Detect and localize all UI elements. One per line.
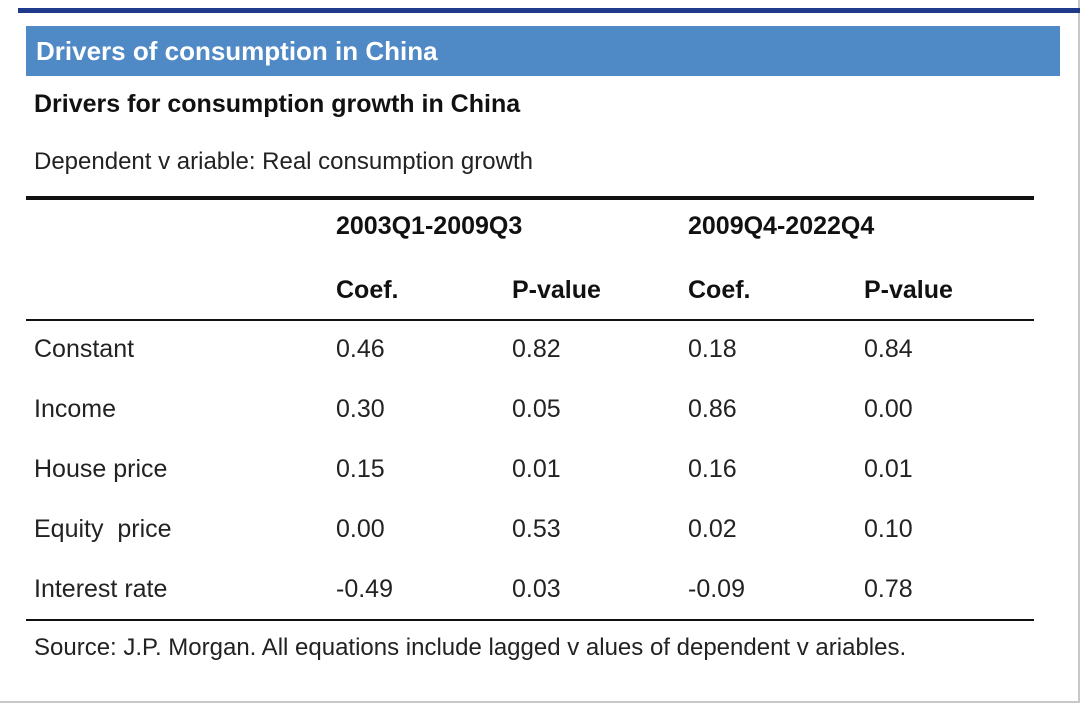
- table-cell: 0.16: [688, 455, 737, 483]
- period-header-2: 2009Q4-2022Q4: [688, 212, 875, 240]
- table-cell: 0.05: [512, 395, 561, 423]
- table-top-rule: [26, 196, 1034, 200]
- period-header-1: 2003Q1-2009Q3: [336, 212, 523, 240]
- table-cell: 0.01: [864, 455, 913, 483]
- table-cell: 0.00: [336, 515, 385, 543]
- row-label-income: Income: [34, 395, 116, 423]
- table-cell: 0.78: [864, 575, 913, 603]
- table-cell: 0.00: [864, 395, 913, 423]
- table-cell: 0.10: [864, 515, 913, 543]
- column-header-pvalue-2: P-value: [864, 276, 953, 304]
- table-cell: 0.01: [512, 455, 561, 483]
- header-bar: Drivers of consumption in China: [26, 26, 1060, 76]
- table-cell: 0.03: [512, 575, 561, 603]
- table-cell: 0.86: [688, 395, 737, 423]
- column-header-pvalue-1: P-value: [512, 276, 601, 304]
- header-divider-rule: [26, 319, 1034, 321]
- source-note: Source: J.P. Morgan. All equations inclu…: [34, 634, 907, 661]
- table-cell: 0.46: [336, 335, 385, 363]
- row-label-equity-price: Equity price: [34, 515, 172, 543]
- row-label-interest-rate: Interest rate: [34, 575, 168, 603]
- column-header-coef-1: Coef.: [336, 276, 399, 304]
- top-rule: [18, 8, 1080, 13]
- table-bottom-rule: [26, 619, 1034, 621]
- table-cell: 0.15: [336, 455, 385, 483]
- table-cell: 0.18: [688, 335, 737, 363]
- dependent-variable-note: Dependent v ariable: Real consumption gr…: [34, 148, 533, 175]
- table-cell: 0.30: [336, 395, 385, 423]
- table-cell: 0.82: [512, 335, 561, 363]
- table-cell: -0.09: [688, 575, 745, 603]
- row-label-house-price: House price: [34, 455, 168, 483]
- table-title: Drivers for consumption growth in China: [34, 90, 521, 118]
- table-cell: 0.53: [512, 515, 561, 543]
- table-cell: 0.84: [864, 335, 913, 363]
- row-label-constant: Constant: [34, 335, 135, 363]
- table-cell: -0.49: [336, 575, 393, 603]
- column-header-coef-2: Coef.: [688, 276, 751, 304]
- header-title: Drivers of consumption in China: [36, 35, 438, 66]
- table-cell: 0.02: [688, 515, 737, 543]
